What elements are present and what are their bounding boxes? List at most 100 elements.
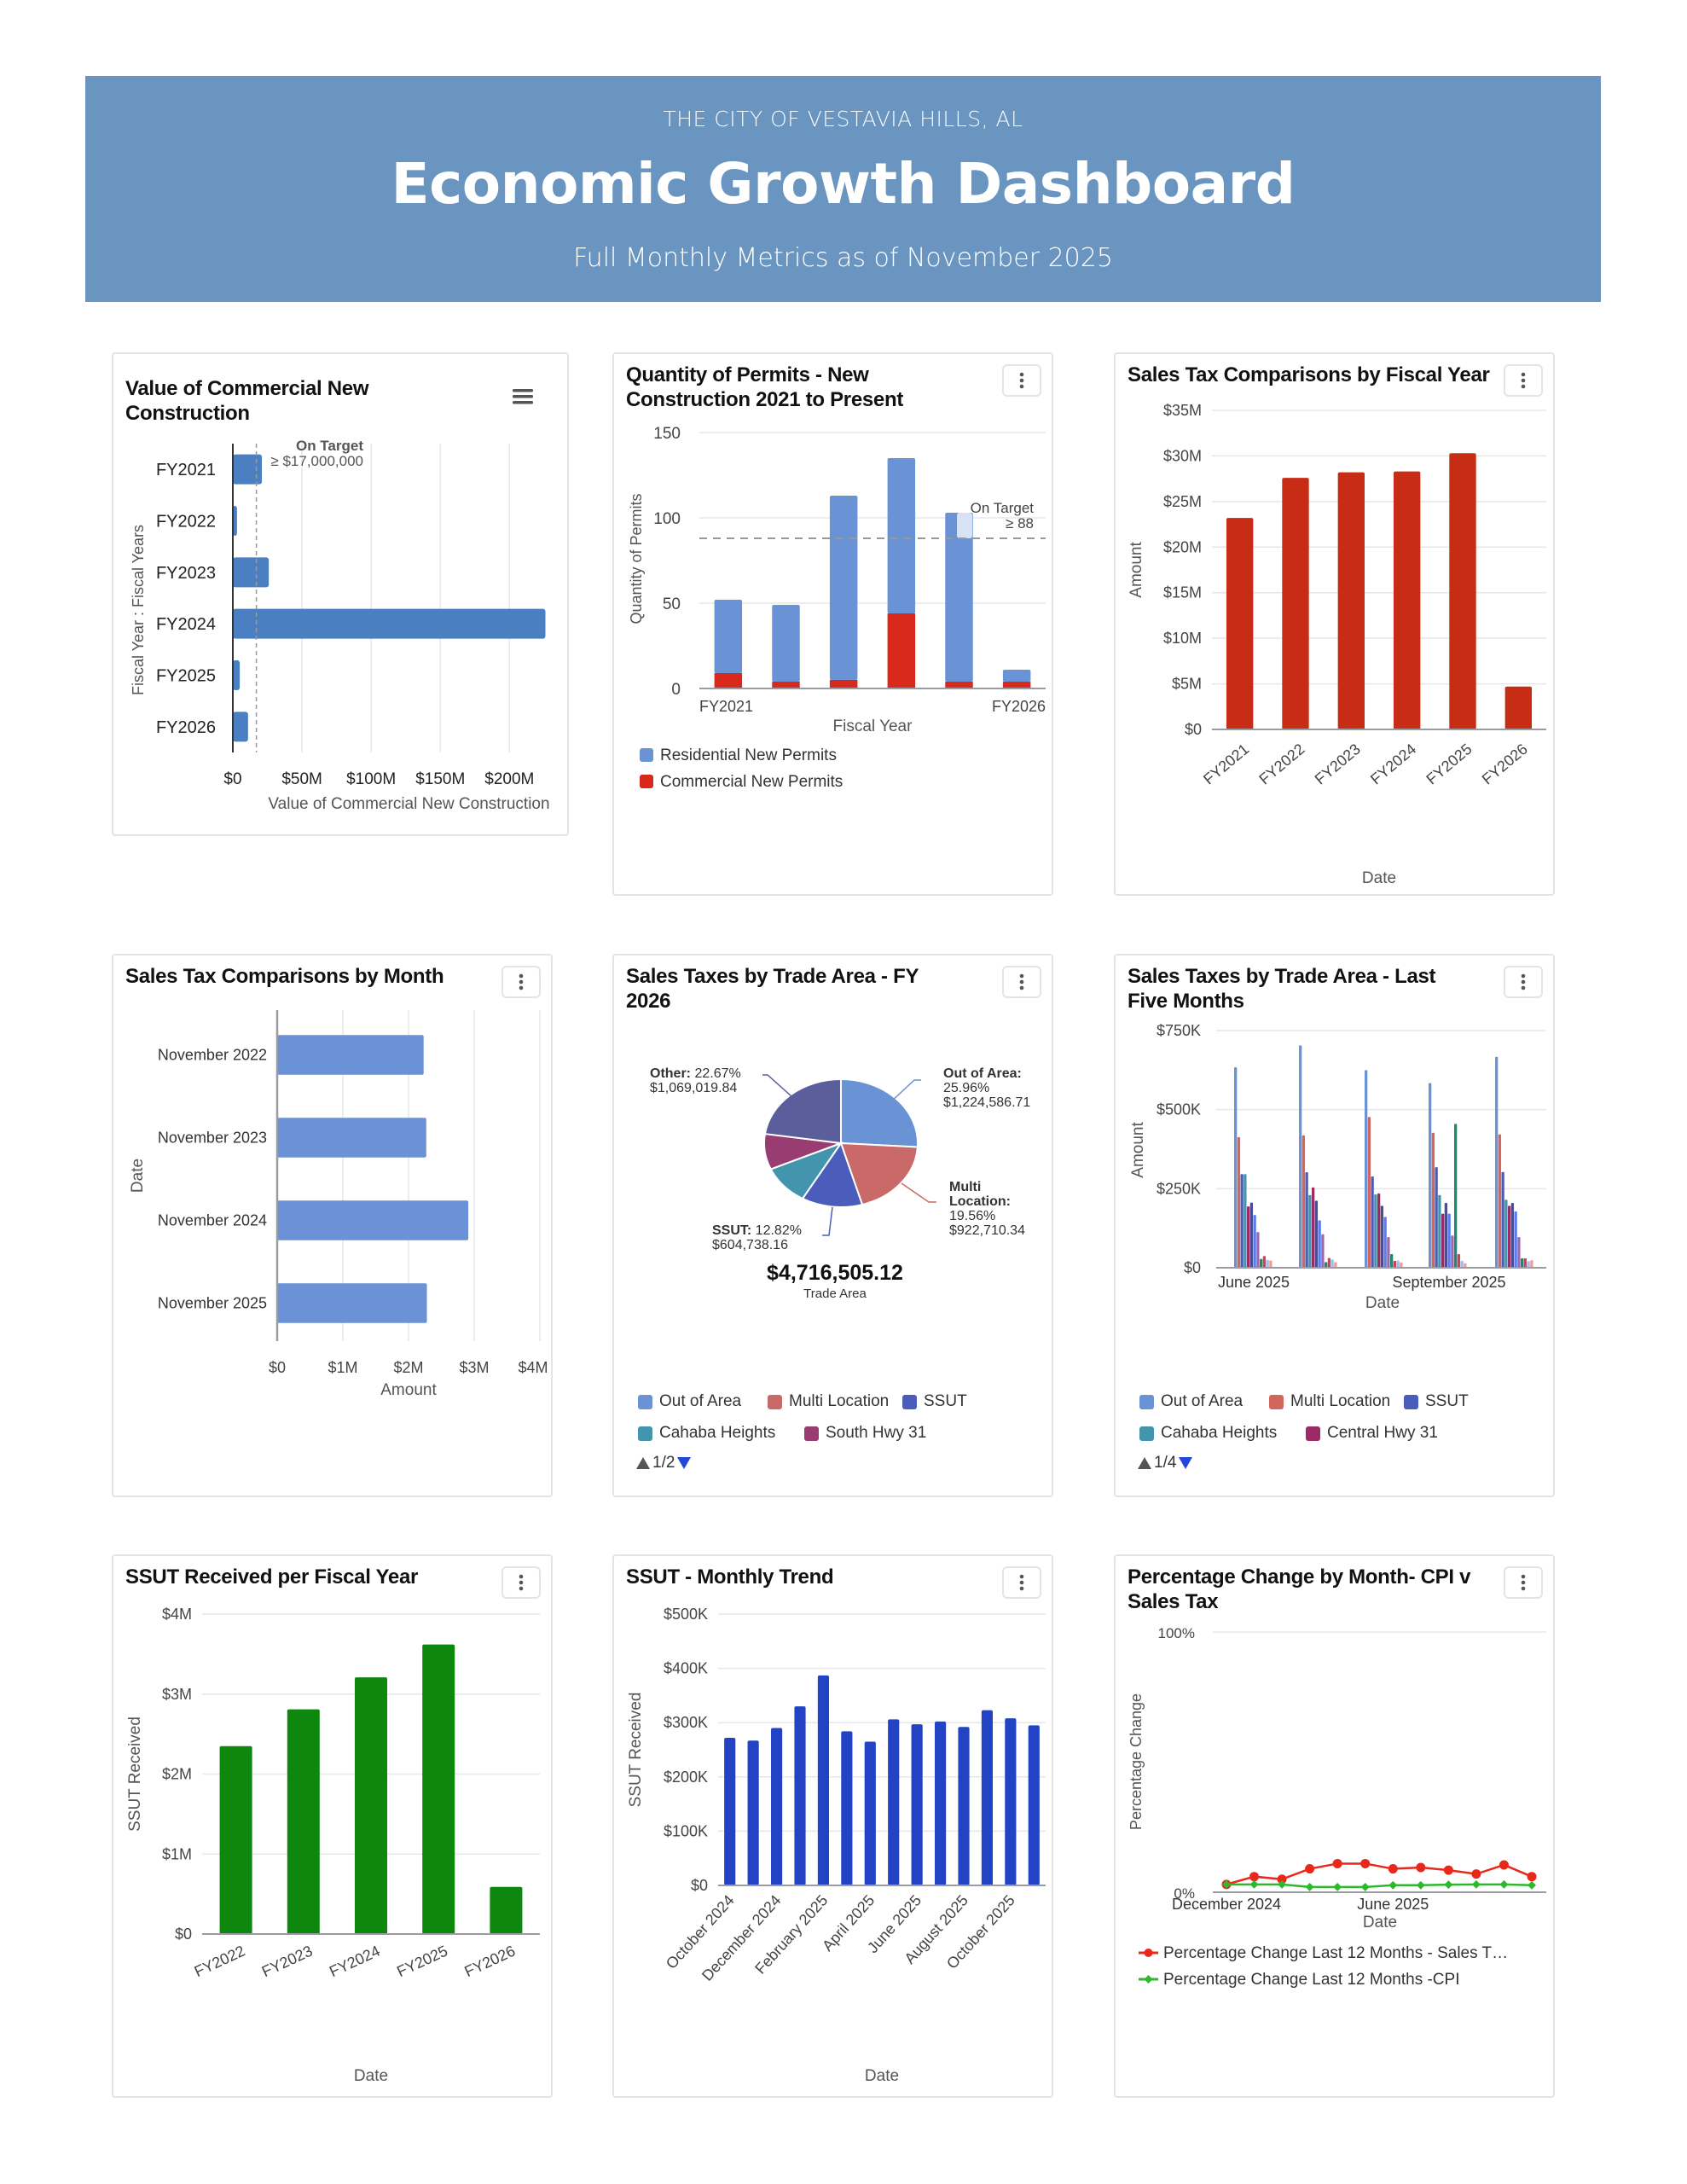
legend-item[interactable]: Out of Area [638, 1392, 741, 1411]
y-tick-label: $500K [664, 1606, 708, 1623]
chart-menu-button[interactable] [501, 1566, 541, 1599]
pie-slice [839, 1141, 919, 1206]
chart-commercial-value: $0 $50M $100M $150M $200M FY2021 FY2022 FY2023 F… [130, 438, 550, 813]
bar [1240, 1174, 1244, 1268]
legend-item[interactable]: Central Hwy 31 [1306, 1424, 1438, 1443]
y-axis-title: Amount [1129, 1122, 1147, 1178]
bar [1312, 1187, 1315, 1268]
kebab-menu-icon [1019, 973, 1024, 990]
bar [1318, 1220, 1321, 1268]
legend-item[interactable]: Residential New Permits [660, 746, 837, 764]
kebab-menu-icon [519, 1574, 524, 1591]
y-tick-label: $200K [664, 1769, 708, 1786]
legend-item[interactable]: Cahaba Heights [638, 1424, 775, 1443]
legend-item[interactable]: Cahaba Heights [1139, 1424, 1277, 1443]
data-point [1416, 1862, 1426, 1873]
x-axis-title: Date [1362, 869, 1396, 887]
card-trade-area-pie: Sales Taxes by Trade Area - FY 2026 Out … [612, 954, 1053, 1497]
target-label: On Target [971, 500, 1035, 516]
bar [864, 1741, 876, 1885]
chart-menu-button[interactable] [1504, 1566, 1543, 1599]
data-point [1443, 1865, 1453, 1875]
legend-item[interactable]: South Hwy 31 [804, 1424, 926, 1443]
bar [1449, 453, 1476, 729]
data-point [1332, 1858, 1342, 1868]
bar [233, 454, 263, 485]
y-tick-label: 0 [671, 681, 681, 699]
chart-legend: Out of Area Multi Location SSUT Cahaba Heig… [1139, 1392, 1549, 1452]
bar [724, 1738, 736, 1885]
x-axis-title: Date [354, 2067, 388, 2085]
legend-item[interactable]: SSUT [902, 1392, 967, 1411]
bar [1387, 1237, 1390, 1268]
bar-residential [772, 605, 800, 682]
bar [1308, 1194, 1312, 1268]
y-tick-label: FY2021 [156, 461, 216, 479]
legend-swatch [1404, 1394, 1418, 1409]
bar [1305, 1172, 1308, 1268]
bar [1454, 1124, 1458, 1268]
legend-label: SSUT [924, 1392, 967, 1410]
legend-item[interactable]: SSUT [1404, 1392, 1469, 1411]
bar [1527, 1261, 1530, 1268]
legend-page-down-icon[interactable] [1179, 1457, 1193, 1469]
bar [1460, 1260, 1464, 1268]
y-tick-label: $500K [1157, 1101, 1201, 1118]
legend-item[interactable]: Out of Area [1139, 1392, 1243, 1411]
legend-item[interactable]: Percentage Change Last 12 Months - Sales… [1163, 1944, 1508, 1962]
header-banner: THE CITY OF VESTAVIA HILLS, AL Economic … [85, 76, 1601, 302]
x-tick-label: $3M [459, 1359, 489, 1376]
bar [233, 660, 241, 690]
card-title: SSUT Received per Fiscal Year [125, 1565, 419, 1589]
legend-label: Out of Area [1161, 1392, 1244, 1410]
bar [219, 1745, 252, 1934]
bar [1334, 1262, 1337, 1268]
bar-residential [945, 513, 973, 682]
x-tick-label: FY2025 [1423, 741, 1475, 788]
y-tick-label: FY2022 [156, 513, 216, 531]
chart-menu-button[interactable] [1504, 966, 1543, 998]
legend-item[interactable]: Percentage Change Last 12 Months -CPI [1163, 1971, 1459, 1989]
hamburger-icon[interactable] [511, 386, 535, 407]
target-value-label: ≥ $17,000,000 [270, 453, 363, 469]
x-tick-label: FY2026 [992, 698, 1046, 715]
slice-label-value: $604,738.16 [712, 1238, 788, 1252]
chart-menu-button[interactable] [1002, 966, 1041, 998]
y-axis-title: Date [129, 1159, 147, 1193]
legend-swatch [640, 748, 653, 762]
chart-trade-area-five-months: $0 $250K $500K $750K June 2025 September 2025… [1129, 1022, 1546, 1312]
y-tick-label: $250K [1157, 1180, 1201, 1197]
bar-residential [887, 458, 916, 613]
bar [1504, 686, 1533, 729]
chart-menu-button[interactable] [1002, 1566, 1041, 1599]
x-axis-title: Date [1365, 1294, 1400, 1312]
card-trade-area-five-months: Sales Taxes by Trade Area - Last Five Mo… [1114, 954, 1555, 1497]
bar [1530, 1260, 1533, 1268]
y-tick-label: FY2024 [156, 615, 216, 634]
legend-item[interactable]: Multi Location [1269, 1392, 1390, 1411]
legend-page-down-icon[interactable] [677, 1457, 692, 1469]
kebab-menu-icon [1521, 1574, 1526, 1591]
legend-item[interactable]: Commercial New Permits [660, 773, 843, 791]
card-sales-tax-fy: Sales Tax Comparisons by Fiscal Year $0 $… [1114, 352, 1555, 896]
chart-trade-area-pie: Out of Area:25.96%$1,224,586.71 MultiLoca… [650, 1066, 1030, 1301]
x-tick-label: FY2023 [1312, 741, 1364, 788]
legend-page-up-icon[interactable] [636, 1457, 650, 1469]
legend-item[interactable]: Multi Location [768, 1392, 889, 1411]
bar [277, 1118, 426, 1158]
bar [1457, 1254, 1461, 1268]
bar [1234, 1066, 1238, 1268]
data-point [1499, 1860, 1509, 1870]
bar-commercial [829, 680, 858, 688]
legend-pager: 1/4 [1138, 1454, 1193, 1472]
data-point [1333, 1882, 1342, 1891]
card-title: SSUT - Monthly Trend [626, 1565, 834, 1589]
card-title: Percentage Change by Month- CPI v Sales … [1128, 1565, 1471, 1613]
bar [1327, 1258, 1331, 1268]
chart-menu-button[interactable] [1002, 364, 1041, 397]
bar [233, 608, 546, 639]
card-title: Sales Taxes by Trade Area - FY 2026 [626, 965, 919, 1013]
legend-page-up-icon[interactable] [1138, 1457, 1151, 1469]
chart-menu-button[interactable] [1504, 364, 1543, 397]
chart-menu-button[interactable] [501, 966, 541, 998]
